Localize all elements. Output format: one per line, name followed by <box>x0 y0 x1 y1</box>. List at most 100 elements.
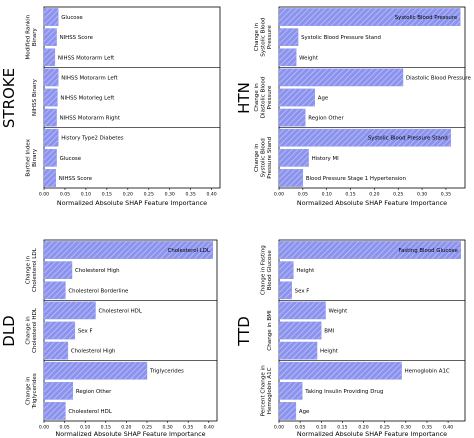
x-tick-label: 0.00 <box>274 425 284 431</box>
x-tick-label: 0.30 <box>165 192 175 198</box>
group-label: NIHSS Binary <box>32 78 38 116</box>
x-axis-label: Normalized Absolute SHAP Feature Importa… <box>297 430 447 438</box>
x-tick-label: 0.15 <box>101 425 111 431</box>
bar <box>278 381 303 400</box>
bar <box>43 108 57 127</box>
x-tick-label: 0.20 <box>121 425 131 431</box>
x-tick-label: 0.35 <box>441 192 451 198</box>
x-axis-label: Normalized Absolute SHAP Feature Importa… <box>297 199 447 207</box>
bar <box>43 402 66 420</box>
group-label: Change inTriglycerides <box>26 373 38 409</box>
x-tick-label: 0.00 <box>39 192 49 198</box>
bar-label: Systolic Blood Pressure Stand <box>301 35 381 41</box>
bar <box>43 281 66 300</box>
bar <box>278 88 315 107</box>
bar-label: NIHSS Score <box>59 176 93 182</box>
x-tick-label: 0.05 <box>59 425 69 431</box>
bar-label: History Type2 Diabetes <box>61 136 124 142</box>
bar <box>43 341 69 360</box>
x-tick-label: 0.15 <box>345 192 355 198</box>
x-tick-label: 0.00 <box>274 192 284 198</box>
group-label: Change inDiastolic BloodPressure <box>254 76 273 118</box>
bar <box>278 128 451 147</box>
bar-label: BMI <box>324 329 334 335</box>
bar <box>278 8 461 26</box>
bar <box>278 169 304 187</box>
x-tick-label: 0.10 <box>322 192 332 198</box>
bar-label: Height <box>320 349 338 355</box>
bar <box>278 261 294 280</box>
bar-label: Hemoglobin A1C <box>405 369 450 375</box>
group-label: Percent Change inHemoglobin A1C <box>261 365 273 417</box>
bar-label: Systolic Blood Pressure <box>395 15 458 21</box>
x-tick-label: 0.15 <box>102 192 112 198</box>
panel-htn: Change inSystolic BloodPressure Systolic … <box>235 6 471 207</box>
x-tick-label: 0.20 <box>123 192 133 198</box>
group-label: Barthel IndexBinary <box>26 138 38 176</box>
x-tick-label: 0.10 <box>80 425 90 431</box>
bar <box>278 148 309 167</box>
bar <box>43 148 57 167</box>
group-label: Change in BMI <box>267 310 273 351</box>
bar <box>43 361 148 380</box>
bar-label: Systolic Blood Pressure Stand <box>368 136 448 142</box>
bar <box>278 402 297 420</box>
bar <box>43 8 59 26</box>
bar <box>278 48 297 67</box>
group-label: Change in FastingBlood Glucose <box>261 245 273 295</box>
panel-title: STROKE <box>0 68 18 128</box>
x-tick-label: 0.30 <box>417 192 427 198</box>
x-tick-label: 0.35 <box>183 425 193 431</box>
bar <box>278 341 318 360</box>
bar <box>278 68 404 87</box>
bar-label: Fasting Blood Glucose <box>398 248 458 254</box>
x-tick-label: 0.00 <box>39 425 49 431</box>
bar-label: Cholesterol Borderline <box>68 288 129 294</box>
bar-label: NIHSS Motorarm Left <box>61 75 117 81</box>
bar-label: Weight <box>329 308 348 314</box>
group-label: Change inCholesterol HDL <box>26 307 38 353</box>
x-tick-label: 0.20 <box>369 192 379 198</box>
bar-label: Blood Pressure Stage 1 Hypertension <box>306 176 406 182</box>
bar <box>278 361 402 380</box>
x-tick-label: 0.25 <box>380 425 390 431</box>
x-tick-label: 0.25 <box>393 192 403 198</box>
bar <box>278 281 292 300</box>
bar <box>43 169 56 187</box>
x-tick-label: 0.30 <box>162 425 172 431</box>
bar <box>43 241 214 259</box>
bar-label: History MI <box>312 156 340 162</box>
x-tick-label: 0.40 <box>443 425 453 431</box>
bar <box>43 48 56 67</box>
bar-label: Sex F <box>78 329 93 335</box>
bar-label: Age <box>299 409 310 415</box>
panel-title: HTN <box>235 82 253 114</box>
bar <box>43 321 76 340</box>
bar-label: Cholesterol HDL <box>68 409 111 415</box>
bar <box>43 261 73 280</box>
bar-label: Sex F <box>295 288 310 294</box>
panel-ttd: Change in FastingBlood Glucose Fasting Bl… <box>235 239 466 438</box>
bar <box>278 321 322 340</box>
bar <box>43 68 59 87</box>
bar-label: Weight <box>299 55 318 61</box>
x-tick-label: 0.05 <box>295 425 305 431</box>
bar-label: Triglycerides <box>149 369 184 375</box>
bar-label: Cholesterol HDL <box>98 308 141 314</box>
x-axis-label: Normalized Absolute SHAP Feature Importa… <box>55 430 205 438</box>
bar-label: Cholesterol LDL <box>168 248 210 254</box>
x-axis-label: Normalized Absolute SHAP Feature Importa… <box>57 199 207 207</box>
bar-label: Diastolic Blood Pressure <box>406 75 471 81</box>
x-tick-label: 0.40 <box>204 425 214 431</box>
bar-label: Region Other <box>76 389 112 395</box>
panel-dld: Change inCholesterol LDL Cholesterol LDL C… <box>0 239 218 438</box>
bar <box>43 88 58 107</box>
x-tick-label: 0.25 <box>144 192 154 198</box>
x-tick-label: 0.10 <box>81 192 91 198</box>
panel-title: TTD <box>235 316 253 347</box>
bar-label: Age <box>318 96 329 102</box>
bar <box>278 28 299 47</box>
x-tick-label: 0.10 <box>316 425 326 431</box>
bar-label: NIHSS Motorleg Left <box>60 96 114 102</box>
